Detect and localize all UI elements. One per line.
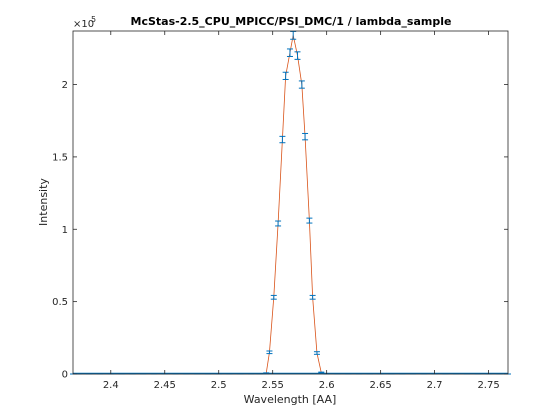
y-tick-label: 1 <box>62 225 68 236</box>
x-tick-label: 2.65 <box>369 380 391 391</box>
chart-title: McStas-2.5_CPU_MPICC/PSI_DMC/1 / lambda_… <box>131 15 452 28</box>
y-exponent-power: 5 <box>91 15 96 24</box>
x-tick-label: 2.7 <box>427 380 443 391</box>
data-point <box>275 220 282 227</box>
data-point <box>282 71 289 80</box>
data-point <box>270 294 277 300</box>
y-tick-label: 2 <box>62 80 68 91</box>
x-tick-label: 2.45 <box>154 380 176 391</box>
x-tick-label: 2.55 <box>262 380 284 391</box>
y-tick-label: 0 <box>62 370 68 381</box>
x-tick-label: 2.6 <box>319 380 335 391</box>
data-point <box>313 351 320 355</box>
data-point <box>266 350 273 355</box>
data-point <box>279 135 286 144</box>
x-tick-label: 2.75 <box>477 380 499 391</box>
x-tick-label: 2.5 <box>211 380 227 391</box>
y-axis-ticks: 0 0.5 1 1.5 2 <box>52 80 508 381</box>
y-tick-label: 0.5 <box>52 297 68 308</box>
x-axis-ticks: 2.4 2.45 2.5 2.55 2.6 2.65 2.7 2.75 <box>103 31 500 391</box>
data-point <box>309 294 316 300</box>
y-tick-label: 1.5 <box>52 152 68 163</box>
data-point <box>298 80 305 89</box>
data-point <box>286 48 293 57</box>
y-axis-label: Intensity <box>37 178 50 226</box>
y-exponent-base: ×10 <box>73 19 94 30</box>
axes-box <box>72 30 509 375</box>
x-axis-label: Wavelength [AA] <box>244 393 337 406</box>
y-axis-exponent: ×10 5 <box>73 15 96 30</box>
data-point <box>294 51 301 60</box>
data-point <box>290 30 297 40</box>
data-point <box>302 132 309 141</box>
plot-area <box>73 31 508 374</box>
x-tick-label: 2.4 <box>103 380 119 391</box>
data-point <box>306 217 313 224</box>
